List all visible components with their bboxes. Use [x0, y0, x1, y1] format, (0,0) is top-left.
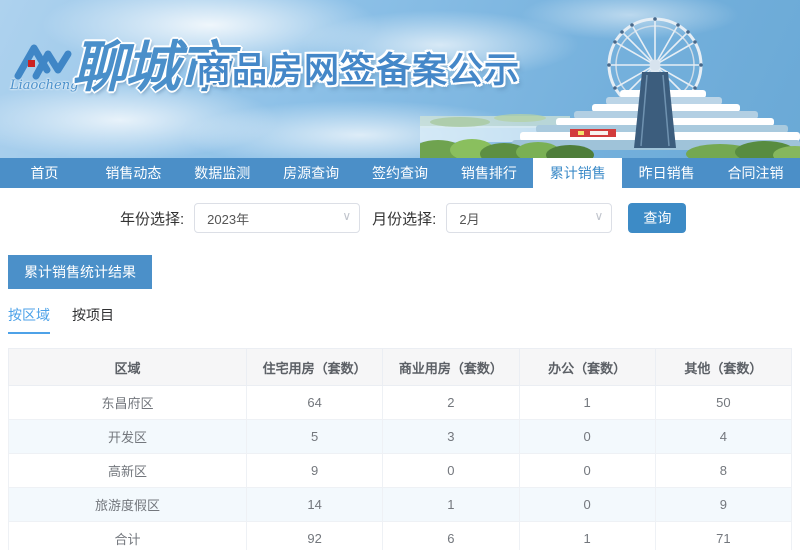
nav-item[interactable]: 首页: [30, 165, 59, 181]
nav-item[interactable]: 累计销售: [533, 158, 623, 188]
year-select[interactable]: 2023年 ∨: [194, 203, 361, 233]
table-cell: 71: [654, 521, 793, 550]
table-cell: 4: [654, 419, 793, 454]
nav-item[interactable]: 合同注销: [727, 165, 784, 181]
nav-item[interactable]: 签约查询: [372, 165, 428, 181]
section-title: 累计销售统计结果: [8, 255, 152, 289]
table-cell: 5: [246, 419, 384, 454]
table-cell: 开发区: [7, 419, 248, 454]
view-tabs: 按区域 按项目: [8, 305, 800, 334]
nav-item[interactable]: 昨日销售: [638, 165, 695, 181]
table-cell: 9: [246, 453, 384, 488]
table-cell: 0: [518, 419, 656, 454]
nav-item[interactable]: 销售动态: [105, 165, 162, 181]
table-cell: 2: [382, 385, 520, 420]
year-select-value: 2023年: [207, 211, 250, 227]
nav-item[interactable]: 数据监测: [194, 165, 251, 181]
table-row: 合计 92 6 1 71: [7, 521, 793, 550]
table-cell: 高新区: [7, 453, 248, 488]
stats-table: 区域 住宅用房（套数） 商业用房（套数） 办公（套数） 其他（套数） 东昌府区 64 2 1 5…: [7, 348, 793, 550]
table-cell: 东昌府区: [7, 385, 248, 420]
query-button[interactable]: 查询: [628, 203, 687, 233]
column-header: 区域: [7, 348, 248, 386]
chevron-down-icon: ∨: [342, 209, 352, 223]
year-select-label: 年份选择:: [120, 210, 185, 228]
table-cell: 0: [518, 453, 656, 488]
table-cell: 1: [518, 385, 656, 420]
liaocheng-logo: [14, 36, 74, 98]
table-cell: 3: [382, 419, 520, 454]
table-cell: 92: [246, 521, 384, 550]
month-select-label: 月份选择:: [372, 210, 437, 228]
table-cell: 1: [518, 521, 656, 550]
table-cell: 50: [654, 385, 793, 420]
table-cell: 1: [382, 487, 520, 522]
table-cell: 0: [382, 453, 520, 488]
table-row: 高新区 9 0 0 8: [7, 453, 793, 488]
table-cell: 14: [246, 487, 384, 522]
view-tab[interactable]: 按项目: [72, 307, 114, 323]
table-row: 东昌府区 64 2 1 50: [7, 385, 793, 420]
chevron-down-icon: ∨: [594, 209, 604, 223]
nav-item[interactable]: 房源查询: [283, 165, 340, 181]
table-header-row: 区域 住宅用房（套数） 商业用房（套数） 办公（套数） 其他（套数）: [7, 348, 793, 386]
city-name-calligraphy: 聊城市: [72, 34, 233, 99]
table-cell: 合计: [7, 521, 248, 550]
month-select-value: 2月: [459, 211, 480, 227]
main-nav: 首页 销售动态 数据监测 房源查询 签约查询 销售排行 累计销售 昨日销售 合同注销: [0, 158, 800, 188]
table-row: 旅游度假区 14 1 0 9: [7, 487, 793, 522]
nav-item[interactable]: 销售排行: [460, 165, 517, 181]
table-cell: 9: [654, 487, 793, 522]
table-cell: 8: [654, 453, 793, 488]
month-select[interactable]: 2月 ∨: [446, 203, 613, 233]
table-cell: 旅游度假区: [7, 487, 248, 522]
column-header: 住宅用房（套数）: [246, 348, 384, 386]
table-row: 开发区 5 3 0 4: [7, 419, 793, 454]
column-header: 其他（套数）: [654, 348, 793, 386]
banner-title: 商品房网签备案公示: [196, 51, 521, 90]
column-header: 办公（套数）: [518, 348, 656, 386]
table-cell: 64: [246, 385, 384, 420]
table-cell: 0: [518, 487, 656, 522]
table-cell: 6: [382, 521, 520, 550]
view-tab[interactable]: 按区域: [8, 305, 50, 334]
header-banner: Liaocheng 聊城市 商品房网签备案公示: [0, 0, 800, 158]
logo-script-text: Liaocheng: [10, 78, 79, 93]
column-header: 商业用房（套数）: [382, 348, 520, 386]
filter-bar: 年份选择: 2023年 ∨ 月份选择: 2月 ∨ 查询: [120, 203, 800, 233]
cityscape-ferris-wheel-image: [420, 17, 800, 158]
